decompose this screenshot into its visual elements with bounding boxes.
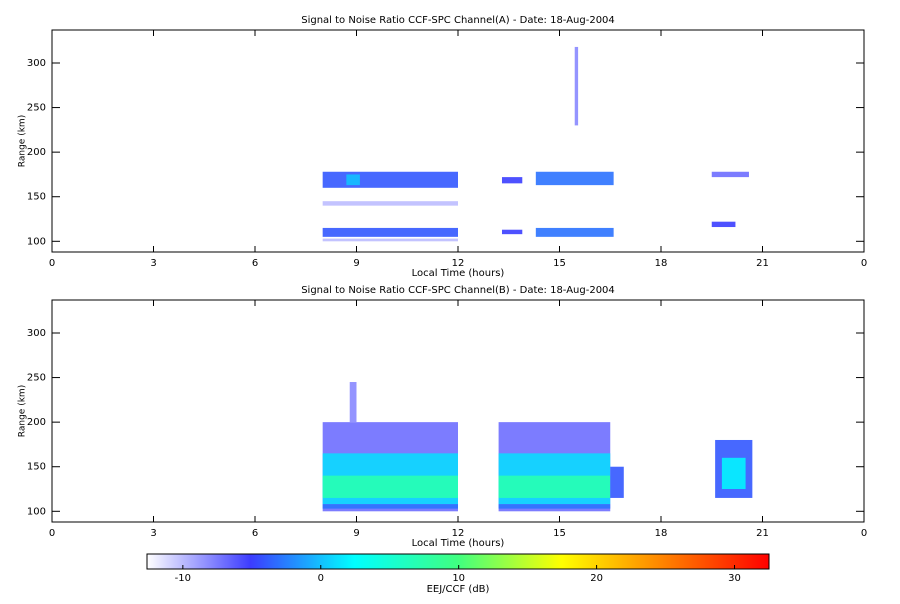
heat-cell: [574, 46, 579, 126]
heat-cell: [501, 229, 523, 235]
heat-cell: [322, 475, 458, 498]
y-axis-label: Range (km): [18, 115, 28, 167]
heat-cell: [322, 504, 458, 509]
colorbar-tick-label: 0: [318, 573, 324, 584]
y-tick-label: 100: [27, 236, 46, 247]
y-tick-label: 200: [27, 147, 46, 158]
plot-frame: [51, 29, 865, 253]
colorbar-label: EEJ/CCF (dB): [427, 584, 490, 595]
x-tick-label: 12: [452, 528, 465, 539]
x-tick-label: 6: [252, 258, 258, 269]
x-tick-label: 0: [49, 258, 55, 269]
heat-cell: [349, 382, 357, 423]
x-tick-label: 0: [49, 528, 55, 539]
x-axis-label: Local Time (hours): [412, 268, 505, 279]
chart-title: Signal to Noise Ratio CCF-SPC Channel(A)…: [301, 15, 615, 26]
x-tick-label: 18: [655, 258, 668, 269]
x-tick-label: 12: [452, 258, 465, 269]
y-tick-label: 300: [27, 58, 46, 69]
heat-cell: [711, 221, 736, 228]
heat-cell: [322, 227, 458, 237]
y-axis-label: Range (km): [18, 385, 28, 437]
x-tick-label: 0: [861, 528, 867, 539]
y-tick-label: 300: [27, 328, 46, 339]
x-tick-label: 6: [252, 528, 258, 539]
y-tick-label: 200: [27, 417, 46, 428]
heat-cell: [322, 238, 458, 242]
x-tick-label: 21: [756, 528, 769, 539]
x-tick-label: 15: [553, 258, 566, 269]
heat-cell: [498, 475, 611, 498]
x-tick-label: 9: [353, 258, 359, 269]
heat-cell: [610, 466, 624, 498]
heat-cell: [721, 457, 746, 490]
chart-title: Signal to Noise Ratio CCF-SPC Channel(B)…: [301, 285, 615, 296]
y-tick-label: 250: [27, 373, 46, 384]
x-tick-label: 3: [150, 258, 156, 269]
x-tick-label: 18: [655, 528, 668, 539]
y-tick-label: 250: [27, 103, 46, 114]
x-tick-label: 3: [150, 528, 156, 539]
x-axis-label: Local Time (hours): [412, 538, 505, 549]
x-tick-label: 0: [861, 258, 867, 269]
x-tick-label: 21: [756, 258, 769, 269]
y-tick-label: 150: [27, 462, 46, 473]
heat-cell: [322, 171, 458, 188]
colorbar-tick-label: 10: [452, 573, 465, 584]
heat-cell: [346, 174, 360, 186]
heat-cell: [711, 171, 749, 178]
colorbar-tick-label: 30: [728, 573, 741, 584]
heat-cell: [501, 177, 523, 184]
y-tick-label: 150: [27, 192, 46, 203]
heat-cell: [535, 171, 614, 186]
heat-cell: [498, 504, 611, 509]
colorbar: [146, 553, 770, 570]
x-tick-label: 9: [353, 528, 359, 539]
colorbar-tick-label: -10: [175, 573, 191, 584]
y-tick-label: 100: [27, 506, 46, 517]
x-tick-label: 15: [553, 528, 566, 539]
heat-cell: [322, 201, 458, 206]
heat-cell: [535, 227, 614, 237]
colorbar-tick-label: 20: [590, 573, 603, 584]
